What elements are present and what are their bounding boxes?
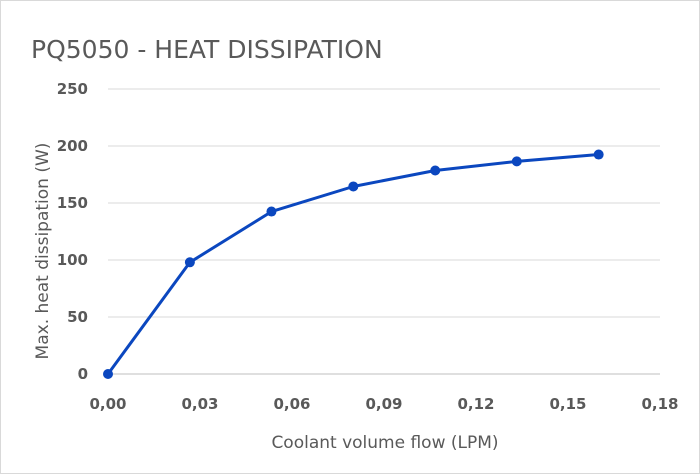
x-tick-label: 0,18: [641, 395, 678, 413]
y-tick-label: 150: [57, 194, 88, 212]
y-tick-label: 0: [78, 365, 88, 383]
gridlines: [108, 88, 660, 318]
x-tick-label: 0,03: [181, 395, 218, 413]
data-point: [593, 149, 604, 160]
data-point: [430, 165, 441, 176]
data-series: [103, 149, 604, 379]
chart-title: PQ5050 - HEAT DISSIPATION: [31, 35, 383, 64]
x-tick-label: 0,09: [365, 395, 402, 413]
x-tick-label: 0,15: [549, 395, 586, 413]
data-point: [266, 206, 277, 217]
x-tick-label: 0,06: [273, 395, 310, 413]
y-axis-title: Max. heat dissipation (W): [33, 143, 53, 360]
y-tick-label: 50: [67, 308, 88, 326]
data-point: [511, 156, 522, 167]
x-axis-title: Coolant volume flow (LPM): [271, 433, 498, 453]
y-tick-label: 200: [57, 137, 88, 155]
x-tick-label: 0,00: [89, 395, 126, 413]
y-tick-label: 100: [57, 251, 88, 269]
axes: 0 50 100 150 200 250 0,00 0,03 0,06 0,09 0,12 0,15 0…: [57, 80, 679, 413]
data-point: [184, 257, 195, 268]
data-point: [348, 181, 359, 192]
data-point: [103, 369, 113, 379]
y-tick-label: 250: [57, 80, 88, 98]
x-tick-label: 0,12: [457, 395, 494, 413]
